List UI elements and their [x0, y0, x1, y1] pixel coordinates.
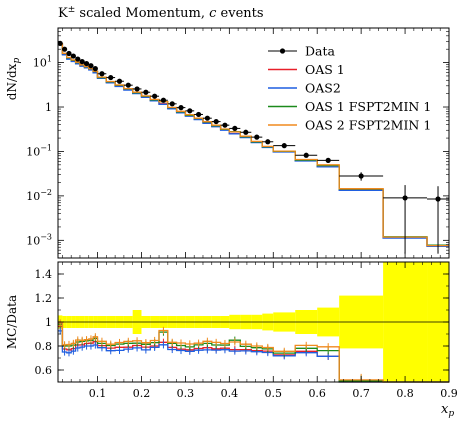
data-point: [358, 173, 364, 179]
data-point: [92, 66, 98, 72]
y-tick-label-top: 1: [45, 101, 52, 114]
legend-label-4: OAS 1 FSPT2MIN 1: [305, 99, 431, 114]
x-tick-label: 0.7: [352, 387, 370, 400]
y-tick-label-ratio: 0.6: [35, 364, 53, 377]
data-point: [281, 143, 287, 149]
data-point: [116, 78, 123, 84]
y-tick-label-top: 10−3: [26, 232, 52, 247]
data-point: [325, 157, 331, 163]
data-point: [57, 40, 63, 47]
x-tick-label: 0.4: [221, 387, 239, 400]
data-point: [61, 46, 68, 52]
ratio-plot-panel: 0.1 0.2 0.3 0.4 0.5 0.6 0.7 0.8 0.9 0.6 0.8 1 1.2 1.4: [35, 261, 458, 400]
legend-label-1: Data: [305, 44, 335, 59]
data-point: [143, 89, 149, 95]
data-point: [435, 196, 441, 202]
mc-series-layer: [58, 42, 449, 248]
data-point: [187, 108, 193, 114]
data-point: [160, 97, 167, 103]
x-tick-label: 0.6: [308, 387, 326, 400]
data-point: [99, 71, 105, 77]
data-point: [152, 93, 158, 99]
data-point: [83, 60, 90, 67]
y-tick-label-ratio: 1.2: [35, 292, 53, 305]
data-point: [169, 101, 175, 107]
data-point: [213, 118, 219, 125]
mc-series-2-line: [58, 44, 449, 248]
y-tick-label-top: 10−1: [26, 143, 52, 158]
ratio-plot-axes: 0.1 0.2 0.3 0.4 0.5 0.6 0.7 0.8 0.9 0.6 0.8 1 1.2 1.4: [35, 262, 458, 400]
data-point: [70, 53, 76, 59]
data-point: [66, 50, 72, 57]
x-tick-label: 0.3: [177, 387, 195, 400]
ratio-series-4-line: [58, 322, 449, 383]
data-point: [303, 152, 309, 158]
legend-label-3: OAS2: [305, 81, 341, 96]
data-point: [254, 134, 260, 140]
data-point: [232, 125, 238, 132]
ratio-series-layer: [58, 319, 449, 383]
x-tick-label: 0.8: [396, 387, 414, 400]
data-point: [402, 195, 408, 201]
ratio-y-axis-label: MC/Data: [5, 295, 19, 349]
main-plot-frame: [57, 27, 450, 259]
data-point: [88, 63, 94, 69]
chart-title: K± scaled Momentum, c events: [58, 5, 264, 21]
data-point: [243, 129, 249, 135]
mc-series-4-line: [58, 42, 449, 247]
data-point: [79, 59, 85, 65]
data-point: [195, 111, 202, 118]
x-axis-label: xp: [441, 402, 454, 419]
legend-label-5: OAS 2 FSPT2MIN 1: [305, 118, 431, 133]
y-tick-label-ratio: 1.4: [35, 268, 53, 281]
y-tick-label-top: 101: [33, 55, 52, 70]
x-tick-label: 0.2: [133, 387, 151, 400]
legend-data-dot: [279, 48, 286, 54]
data-point: [178, 105, 184, 111]
y-tick-label-ratio: 0.8: [35, 340, 53, 353]
chart-legend: Data OAS 1 OAS2 OAS 1 FSPT2MIN 1 OAS 2 FSPT2…: [268, 44, 431, 133]
data-points-layer: [57, 40, 449, 254]
y-axis-label: dN/dxp: [5, 58, 22, 101]
x-tick-label: 0.9: [440, 387, 458, 400]
mc-series-3-line: [58, 43, 449, 246]
main-plot-axes: 101 1 10−1 10−2 10−3: [26, 28, 450, 259]
y-tick-label-top: 10−2: [26, 188, 52, 203]
data-point: [134, 86, 140, 92]
x-tick-label: 0.1: [89, 387, 107, 400]
data-point: [222, 122, 228, 128]
main-plot-panel: 101 1 10−1 10−2 10−3: [26, 27, 450, 259]
legend-label-2: OAS 1: [305, 62, 345, 77]
y-tick-label-ratio: 1: [45, 316, 52, 329]
data-point: [75, 56, 81, 62]
x-tick-label: 0.5: [265, 387, 283, 400]
data-point: [265, 139, 271, 145]
data-point: [108, 74, 114, 81]
mc-series-1-line: [58, 43, 449, 247]
ratio-series-2-line: [58, 330, 449, 383]
data-point: [125, 82, 131, 88]
data-point: [204, 115, 210, 121]
